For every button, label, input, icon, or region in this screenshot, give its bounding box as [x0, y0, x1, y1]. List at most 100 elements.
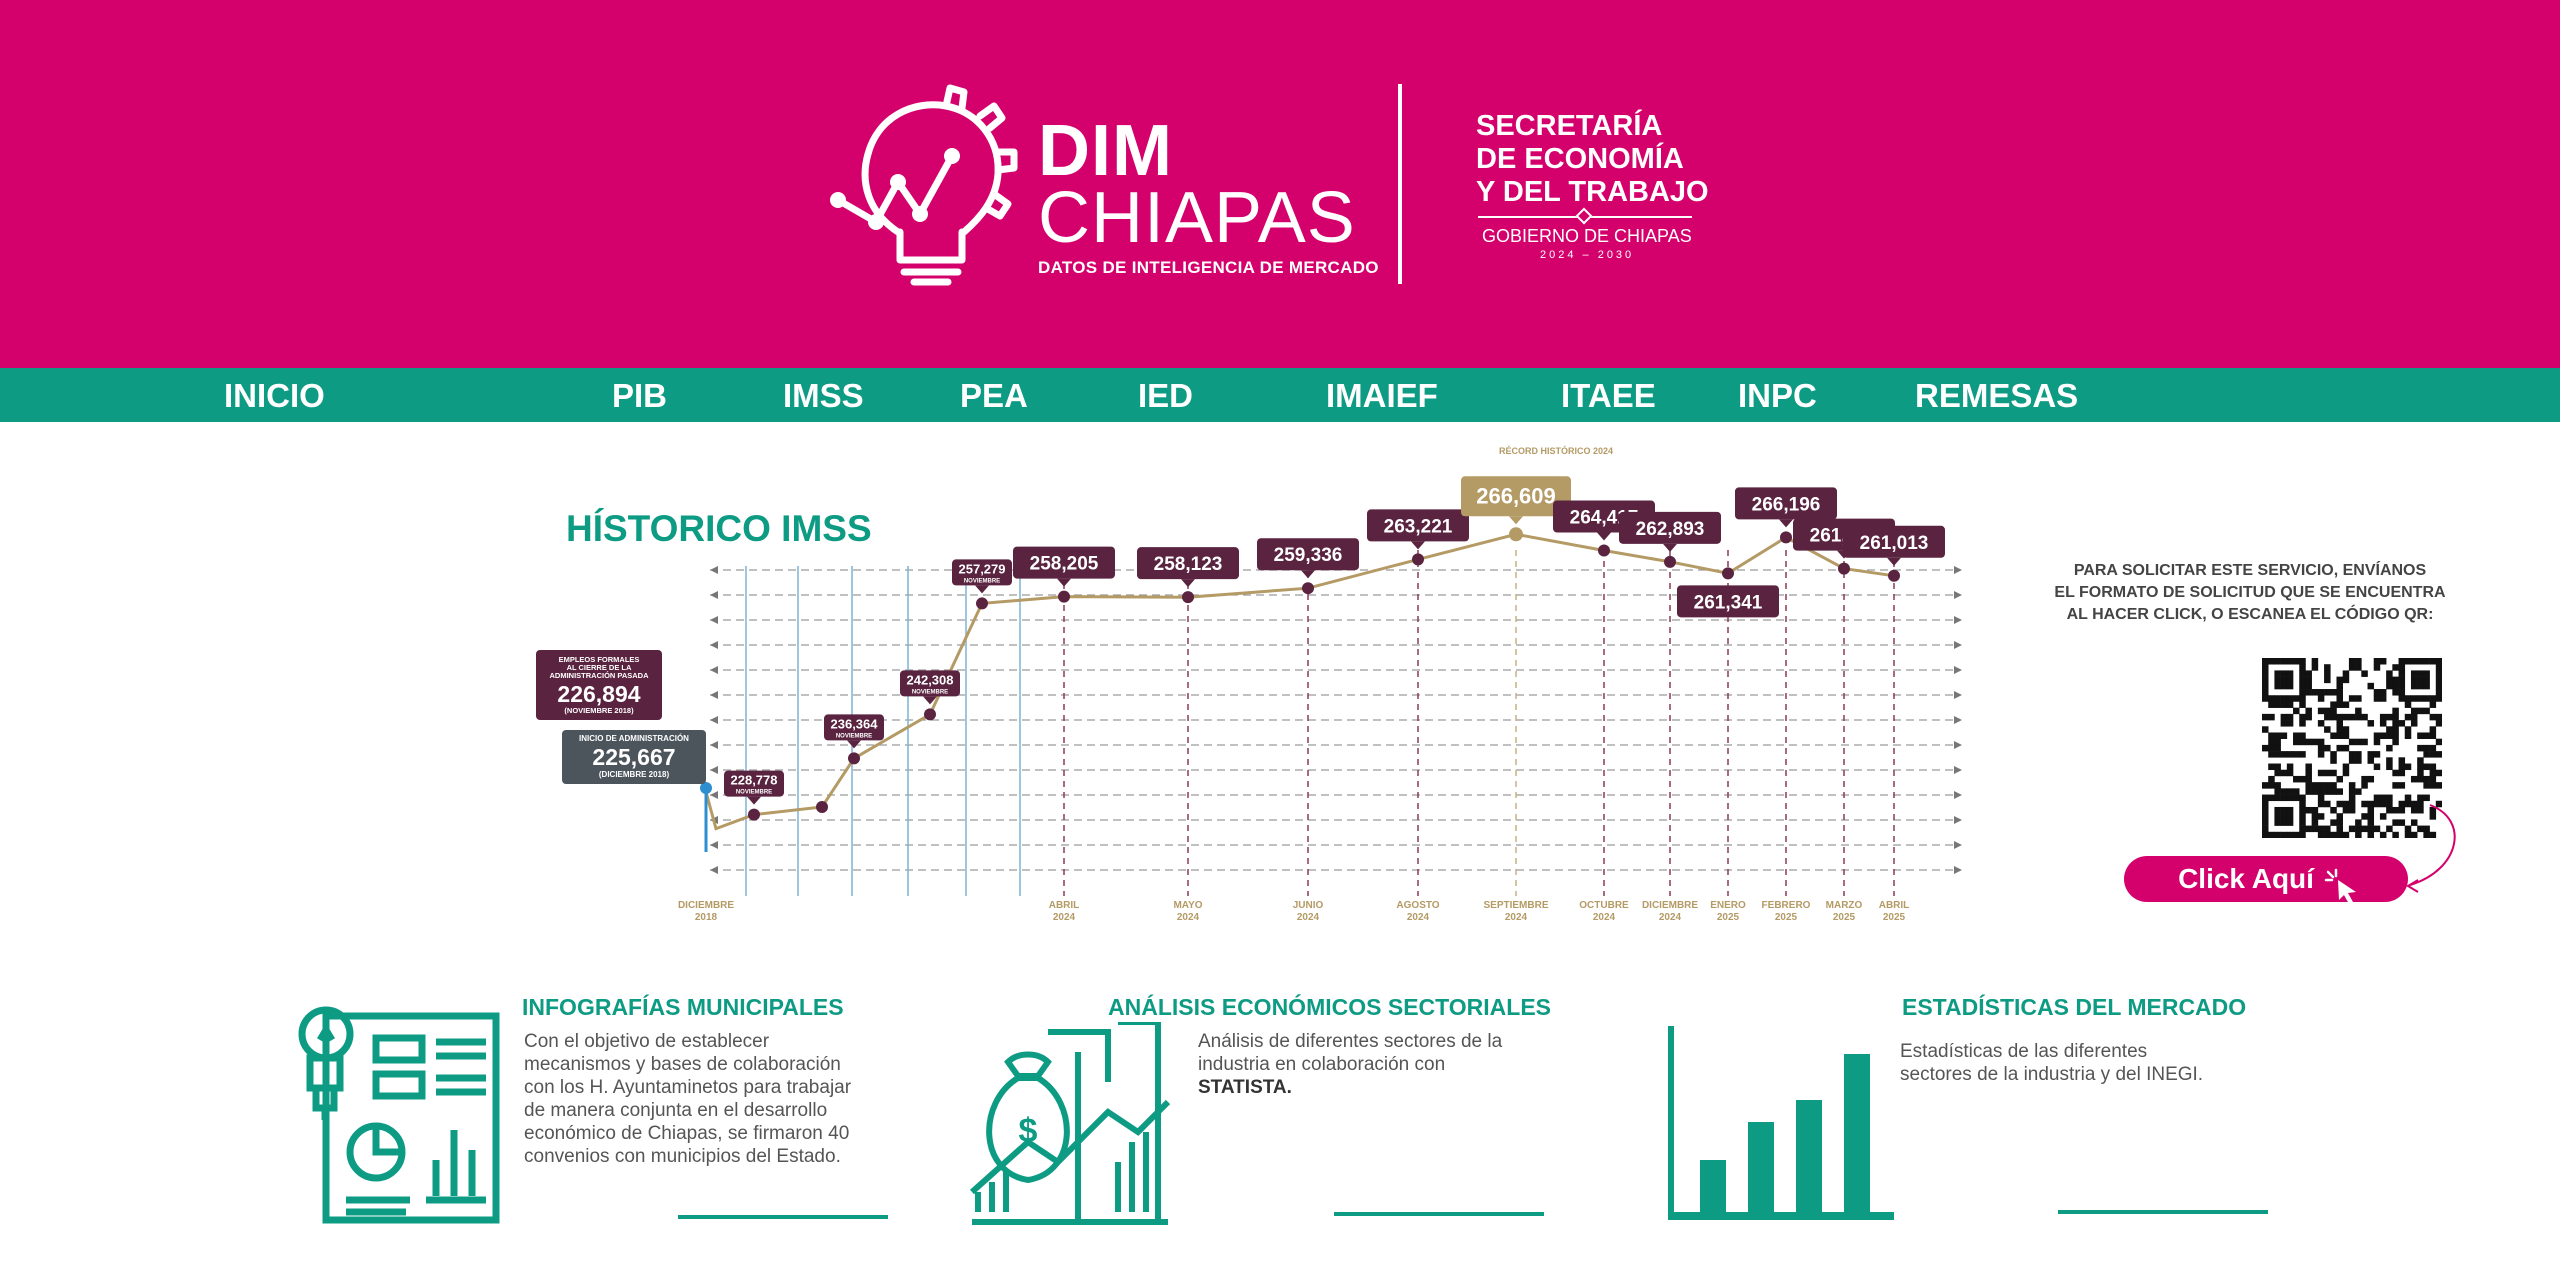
qr-module — [2280, 732, 2288, 739]
qr-module — [2330, 782, 2337, 789]
nav-ied[interactable]: IED — [1138, 377, 1194, 414]
qr-module — [2299, 794, 2306, 802]
nav-remesas[interactable]: REMESAS — [1915, 377, 2079, 414]
qr-module — [2280, 751, 2288, 758]
qr-module — [2299, 664, 2306, 671]
qr-module — [2410, 676, 2418, 684]
data-point — [1780, 531, 1792, 544]
nav-inpc[interactable]: INPC — [1738, 377, 1817, 414]
qr-module — [2398, 720, 2406, 727]
start-point — [700, 782, 712, 794]
qr-module — [2305, 806, 2312, 814]
qr-module — [2299, 720, 2306, 727]
qr-module — [2324, 726, 2331, 733]
nav-pea[interactable]: PEA — [960, 377, 1028, 414]
qr-module — [2342, 806, 2350, 814]
qr-module — [2348, 664, 2356, 671]
estadisticas-link-bar[interactable] — [2058, 1210, 2268, 1214]
qr-module — [2305, 763, 2312, 771]
click-here-label: Click Aquí — [2178, 863, 2314, 894]
value-label-text: 259,336 — [1274, 545, 1343, 566]
value-label: 261,341 — [1677, 585, 1779, 618]
infografias-line: de manera conjunta en el desarrollo — [524, 1100, 828, 1121]
value-label-text: 266,196 — [1752, 494, 1821, 515]
value-label-text: 261,013 — [1860, 533, 1929, 554]
statista-name: STATISTA. — [1198, 1077, 1292, 1098]
qr-module — [2268, 831, 2275, 838]
qr-module — [2355, 695, 2362, 702]
cursor-click-icon — [2324, 868, 2356, 904]
qr-module — [2361, 782, 2368, 789]
qr-module — [2324, 769, 2331, 777]
qr-module — [2330, 701, 2337, 708]
imss-history-chart: 228,778 NOVIEMBRE 236,364 NOVIEMBRE 242,308 N… — [536, 445, 1962, 923]
qr-module — [2429, 775, 2437, 783]
qr-module — [2305, 707, 2312, 715]
qr-module — [2348, 695, 2356, 702]
qr-module — [2379, 713, 2387, 721]
qr-module — [2274, 738, 2281, 746]
estadisticas-body: Estadísticas de las diferentes sectores … — [1900, 1040, 2240, 1086]
qr-module — [2392, 664, 2399, 671]
nav-imaief[interactable]: IMAIEF — [1326, 377, 1438, 414]
nav-itaee[interactable]: ITAEE — [1561, 377, 1656, 414]
infografias-link-bar[interactable] — [678, 1215, 888, 1219]
estadisticas-title: ESTADÍSTICAS DEL MERCADO — [1902, 994, 2247, 1020]
qr-module — [2299, 775, 2306, 783]
brand-region: CHIAPAS — [1038, 178, 1356, 258]
qr-module — [2330, 806, 2337, 814]
qr-module — [2398, 676, 2406, 684]
qr-module — [2435, 713, 2442, 721]
click-here-button[interactable]: Click Aquí — [2124, 856, 2408, 902]
request-line: EL FORMATO DE SOLICITUD QUE SE ENCUENTRA — [2054, 584, 2446, 601]
qr-module — [2398, 658, 2406, 665]
qr-module — [2392, 806, 2399, 814]
qr-module — [2348, 713, 2356, 721]
qr-module — [2336, 726, 2343, 733]
qr-code-icon[interactable] — [2262, 658, 2442, 838]
qr-module — [2317, 788, 2325, 795]
qr-module — [2410, 658, 2418, 665]
qr-module — [2268, 794, 2275, 802]
qr-module — [2348, 658, 2356, 665]
value-label-text: 261,341 — [1694, 592, 1763, 613]
qr-module — [2373, 732, 2381, 739]
value-label-box — [1735, 487, 1837, 520]
qr-module — [2423, 658, 2430, 665]
qr-module — [2342, 670, 2350, 677]
estadisticas-line: sectores de la industria y del INEGI. — [1900, 1064, 2204, 1085]
record-label: 266,609 — [1461, 476, 1571, 525]
grid-arrow-right — [1954, 641, 1962, 649]
qr-module — [2305, 670, 2312, 677]
qr-module — [2348, 800, 2356, 808]
data-point — [1664, 555, 1676, 568]
grid-arrow-left — [710, 741, 718, 749]
nav-inicio[interactable]: INICIO — [224, 377, 325, 414]
qr-module — [2342, 732, 2350, 739]
value-label-box — [1619, 511, 1721, 544]
qr-module — [2435, 800, 2442, 808]
analisis-title: ANÁLISIS ECONÓMICOS SECTORIALES — [1108, 994, 1552, 1020]
value-label-box — [724, 770, 784, 797]
x-tick-label: FEBRERO — [1762, 900, 1811, 911]
nav-imss[interactable]: IMSS — [783, 377, 864, 414]
callout-box — [536, 650, 662, 720]
qr-module — [2336, 689, 2343, 696]
qr-module — [2330, 751, 2337, 758]
qr-module — [2262, 800, 2269, 808]
value-label-text: 258,205 — [1030, 554, 1099, 575]
qr-module — [2311, 738, 2319, 746]
qr-module — [2274, 670, 2281, 677]
value-label-box — [824, 714, 884, 741]
qr-module — [2355, 788, 2362, 795]
analisis-link-bar[interactable] — [1334, 1212, 1544, 1216]
nav-pib[interactable]: PIB — [612, 377, 668, 414]
value-label-box — [1257, 538, 1359, 571]
qr-module — [2429, 806, 2437, 814]
qr-module — [2348, 825, 2356, 833]
data-point — [1412, 553, 1424, 566]
qr-module — [2317, 782, 2325, 789]
qr-module — [2367, 751, 2375, 758]
qr-module — [2293, 707, 2300, 715]
value-label: 261,013 — [1843, 525, 1945, 566]
